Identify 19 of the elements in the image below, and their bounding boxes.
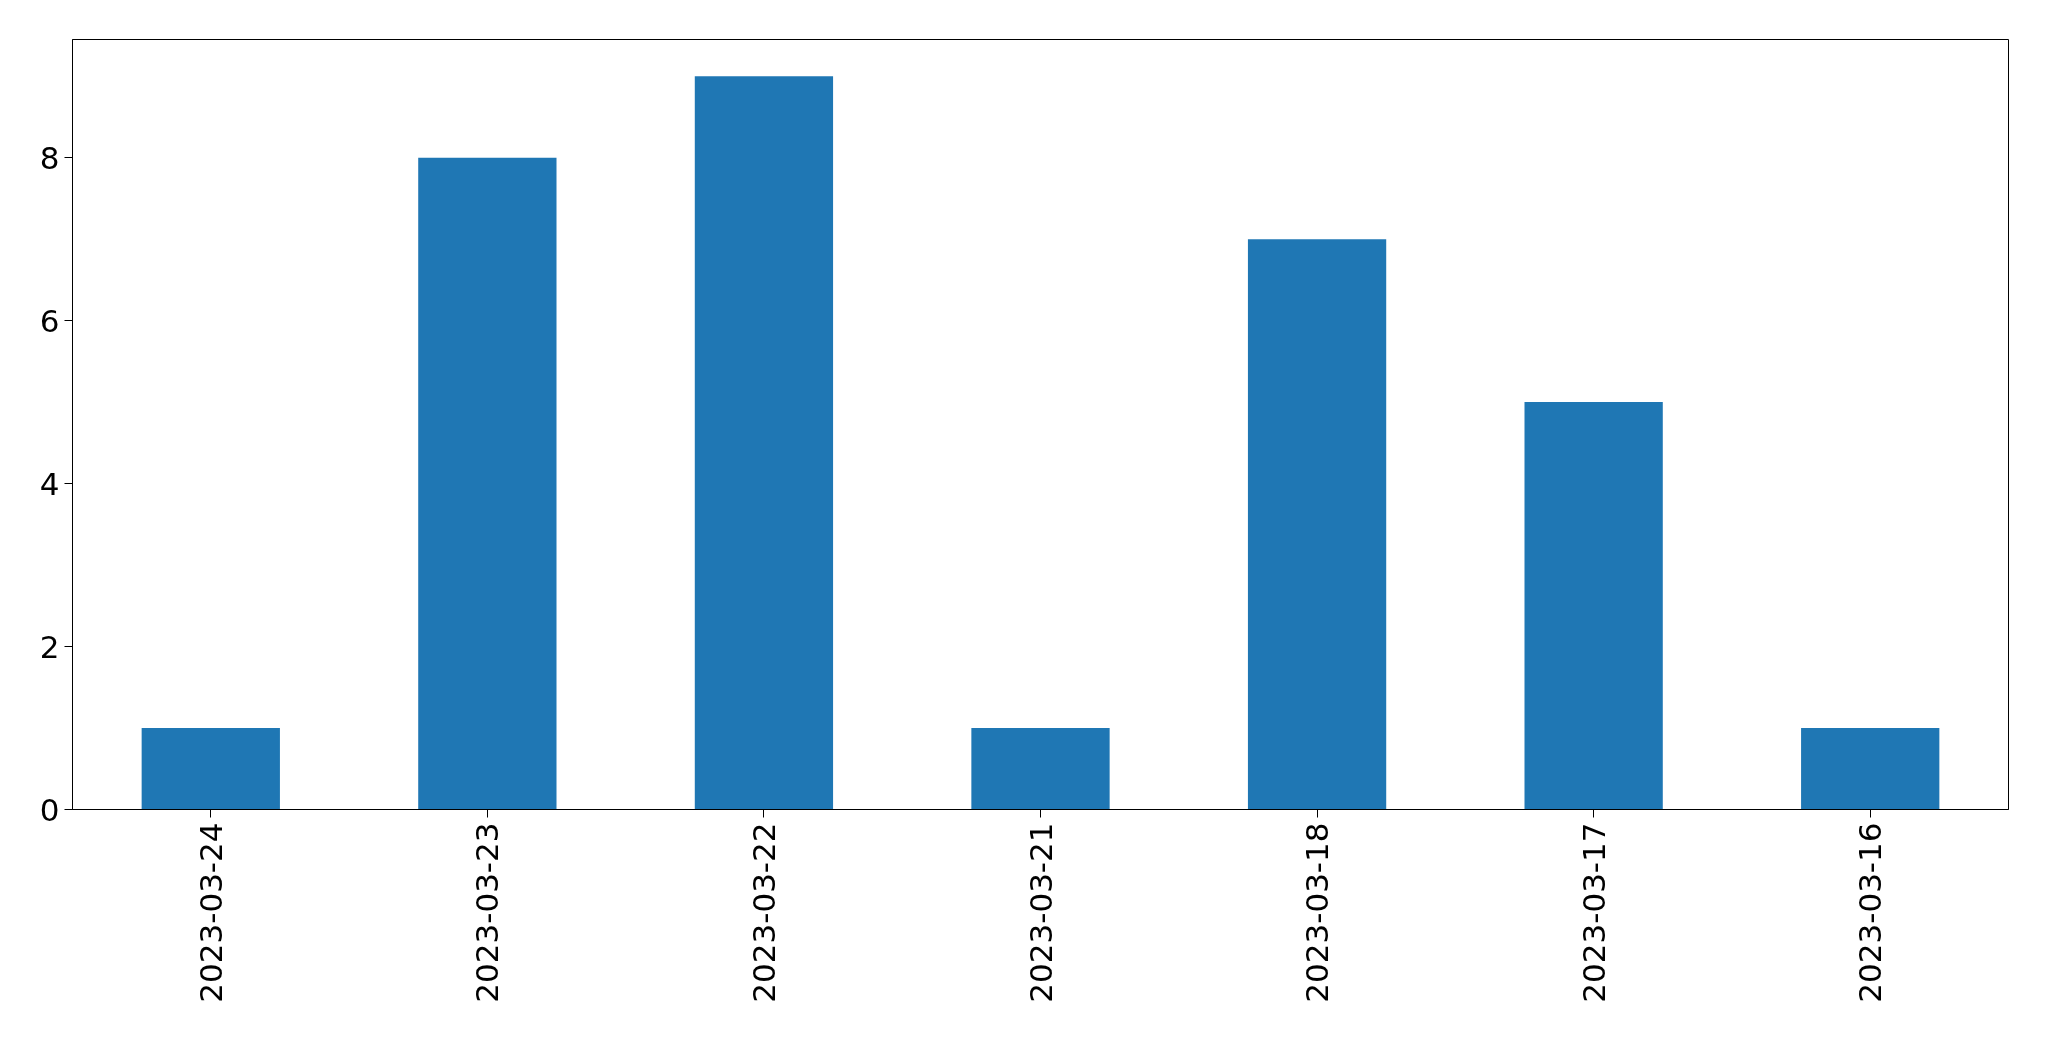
x-tick-label: 2023-03-17 [1575,822,1612,1003]
x-tick-label: 2023-03-24 [192,822,229,1003]
bar [141,728,280,810]
bar [694,76,834,810]
x-tick-label: 2023-03-16 [1852,822,1889,1003]
x-tick-label: 2023-03-21 [1022,822,1059,1003]
bar [1801,728,1940,810]
y-tick-label: 2 [39,628,60,665]
y-tick-label: 8 [39,139,60,176]
bar [1524,402,1663,810]
y-tick-label: 4 [39,465,60,502]
y-tick-label: 0 [39,791,60,828]
x-tick-label: 2023-03-18 [1299,822,1336,1003]
bar [1247,239,1387,810]
x-tick-label: 2023-03-22 [745,822,782,1003]
y-tick-label: 6 [39,302,60,339]
bar [418,157,557,810]
x-tick-label: 2023-03-23 [469,822,506,1003]
bar [971,728,1110,810]
